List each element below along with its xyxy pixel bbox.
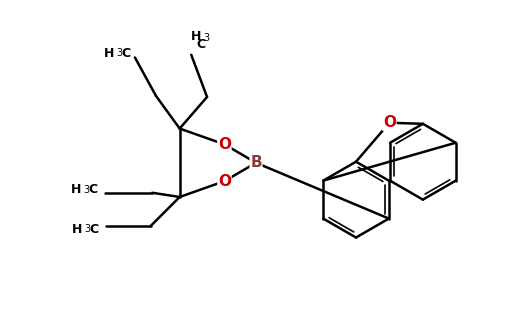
Text: O: O [218,137,231,152]
Text: H: H [191,30,202,43]
Text: C: C [89,223,98,236]
Text: H: H [72,223,82,236]
Text: C: C [121,47,130,60]
Text: O: O [218,174,231,189]
Text: 3: 3 [84,224,91,234]
Text: H: H [103,47,114,60]
Text: H: H [71,183,81,196]
Text: C: C [88,183,97,196]
Text: 3: 3 [83,185,90,195]
Text: 3: 3 [116,48,122,58]
Text: B: B [250,155,262,170]
Text: O: O [383,115,396,130]
Text: C: C [197,37,206,51]
Text: 3: 3 [203,33,209,43]
